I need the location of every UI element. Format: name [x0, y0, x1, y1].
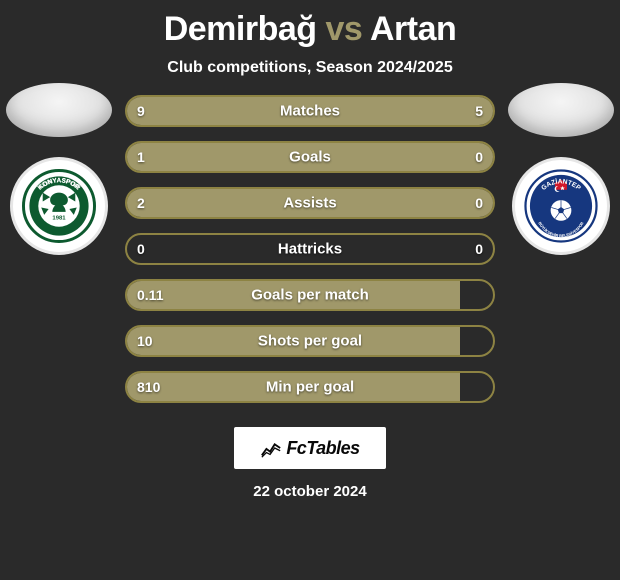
line-chart-icon [260, 437, 282, 459]
stat-row: Matches95 [125, 95, 495, 127]
fctables-logo: FcTables [234, 427, 386, 469]
konyaspor-logo-icon: 1981 KONYASPOR KONYASPOR [22, 169, 96, 243]
player2-avatar [508, 83, 614, 137]
stat-bar-right [361, 97, 493, 125]
stat-bar-track [125, 371, 495, 403]
date-text: 22 october 2024 [0, 483, 620, 500]
stat-bar-track [125, 187, 495, 219]
stat-row: Hattricks00 [125, 233, 495, 265]
stat-bar-left [127, 281, 460, 309]
stat-bar-right [412, 143, 493, 171]
stat-row: Assists20 [125, 187, 495, 219]
stat-bar-track [125, 233, 495, 265]
stat-row: Goals per match0.11 [125, 279, 495, 311]
stat-bar-track [125, 95, 495, 127]
stat-rows: Matches95 Goals10 Assists20 Hattricks00 Goal… [125, 95, 495, 403]
stat-bar-left [127, 189, 445, 217]
stat-bar-track [125, 141, 495, 173]
stat-row: Shots per goal10 [125, 325, 495, 357]
stat-bar-track [125, 279, 495, 311]
stat-bar-left [127, 373, 460, 401]
fctables-text: FcTables [286, 438, 359, 459]
comparison-content: 1981 KONYASPOR KONYASPOR [0, 95, 620, 403]
player2-name: Artan [370, 10, 456, 48]
stat-bar-left [127, 327, 460, 355]
club-badge-left: 1981 KONYASPOR KONYASPOR [10, 157, 108, 255]
stat-bar-right [445, 189, 493, 217]
comparison-title: Demirbağ vs Artan [0, 0, 620, 49]
gaziantep-logo-icon: GAZİANTEP BÜYÜKŞEHİR BELEDİYESPOR [524, 169, 598, 243]
stat-bar-left [127, 143, 412, 171]
stat-bar-track [125, 325, 495, 357]
svg-text:1981: 1981 [52, 215, 66, 221]
club-badge-right: GAZİANTEP BÜYÜKŞEHİR BELEDİYESPOR [512, 157, 610, 255]
player1-name: Demirbağ [164, 10, 317, 48]
subtitle: Club competitions, Season 2024/2025 [0, 59, 620, 77]
stat-row: Goals10 [125, 141, 495, 173]
vs-text: vs [325, 10, 362, 48]
player1-avatar [6, 83, 112, 137]
stat-row: Min per goal810 [125, 371, 495, 403]
stat-bar-left [127, 97, 361, 125]
